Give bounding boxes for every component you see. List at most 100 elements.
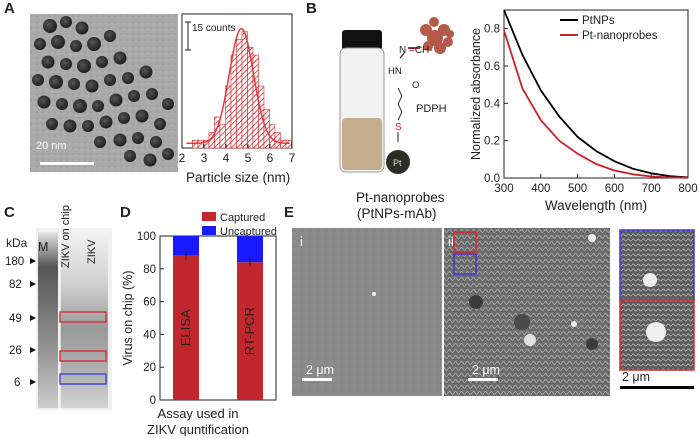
absorbance-ytick-4: 0.8 <box>484 24 500 36</box>
panel-b-letter: B <box>306 0 317 17</box>
lane-samples <box>60 232 108 408</box>
histogram-bar-16 <box>280 139 287 149</box>
sem-label-i: i <box>300 234 303 249</box>
bar-label-0: ELISA <box>178 309 193 346</box>
sem-i-scalebar <box>302 378 332 381</box>
band-box-49 <box>59 311 107 323</box>
histogram-xtick-0: 2 <box>179 151 186 165</box>
tem-micrograph <box>30 14 178 172</box>
lane-marker <box>38 232 58 408</box>
absorbance-xtick-1: 400 <box>531 183 550 195</box>
nanoprobe-caption-2: (PtNPs-mAb) <box>357 206 437 221</box>
absorbance-ytick-3: 0.6 <box>484 61 500 73</box>
lane-label-m: M <box>38 240 49 254</box>
sem-images: i ii 2 μm 2 μm <box>292 228 695 396</box>
capture-xlabel-1: Assay used in <box>158 406 239 421</box>
kda-label: kDa <box>6 236 28 250</box>
histogram-counts-label: 15 counts <box>192 23 235 34</box>
histogram-xtick-1: 3 <box>201 151 208 165</box>
histogram-bar-17 <box>285 139 292 149</box>
bar-captured-1 <box>237 262 263 400</box>
western-blot: 180 82 49 26 6 <box>5 228 112 410</box>
histogram-xtick-2: 4 <box>223 151 230 165</box>
nanoprobe-caption-1: Pt-nanoprobes <box>356 190 445 205</box>
bar-label-1: RT-PCR <box>242 307 257 355</box>
marker-49: 49 <box>9 313 22 325</box>
histogram-xtick-4: 6 <box>267 151 274 165</box>
absorbance-ylabel: Normalized absorbance <box>469 28 483 160</box>
histogram-xtick-3: 5 <box>245 151 252 165</box>
tem-scale-label: 20 nm <box>36 140 67 152</box>
lane-label-zikv: ZIKV <box>86 239 98 264</box>
band-box-6 <box>59 373 107 385</box>
capture-ytick-2: 40 <box>143 329 156 341</box>
bar-captured-0 <box>173 255 199 400</box>
capture-ytick-3: 60 <box>143 297 156 309</box>
legend-captured: Captured <box>220 212 265 224</box>
absorbance-series-1 <box>503 30 689 179</box>
sem-i-scale-label: 2 μm <box>306 363 334 377</box>
vial-cap <box>342 30 382 50</box>
absorbance-xtick-3: 600 <box>605 183 624 195</box>
histogram-bar-6 <box>225 85 232 149</box>
histogram-bar-1 <box>197 139 204 149</box>
histogram-bar-5 <box>219 124 226 149</box>
vial-solution <box>342 118 382 170</box>
marker-26: 26 <box>9 345 22 357</box>
panel-c-letter: C <box>4 204 15 221</box>
size-histogram: 15 counts 2 3 4 5 6 7 <box>179 13 296 165</box>
legend-swatch-captured <box>202 212 216 221</box>
band-box-26 <box>59 350 107 362</box>
histogram-xtick-5: 7 <box>289 151 296 165</box>
capture-ytick-0: 0 <box>150 395 156 407</box>
histogram-bar-9 <box>241 31 248 149</box>
sem-zoom-scale-label: 2 μm <box>622 370 651 384</box>
absorbance-xtick-0: 300 <box>494 183 513 195</box>
histogram-bar-11 <box>252 54 259 149</box>
histogram-bar-8 <box>236 39 243 149</box>
capture-ytick-1: 20 <box>143 362 156 374</box>
sem-ii-scale-label: 2 μm <box>472 363 500 377</box>
histogram-bar-12 <box>258 85 265 149</box>
capture-frame <box>159 235 277 401</box>
marker-6: 6 <box>14 377 20 389</box>
capture-ytick-5: 100 <box>137 231 156 243</box>
sem-ii-scalebar <box>468 378 498 381</box>
sem-label-ii: ii <box>448 234 454 249</box>
absorbance-ytick-0: 0.0 <box>484 173 500 185</box>
sem-ii-red-box <box>453 231 477 253</box>
capture-ylabel: Virus on chip (%) <box>121 271 135 366</box>
capture-ytick-4: 80 <box>143 264 156 276</box>
absorbance-xlabel: Wavelength (nm) <box>545 198 647 213</box>
histogram-bar-0 <box>192 139 199 149</box>
capture-bar-chart: ELISA RT-PCR 0 20 40 60 80 100 Captured Uncapt… <box>121 212 277 436</box>
panel-e-letter: E <box>284 204 295 221</box>
legend-ptnps: PtNPs <box>582 15 615 27</box>
bar-uncaptured-1 <box>237 236 263 263</box>
histogram-bar-15 <box>274 132 281 149</box>
absorbance-series-0 <box>503 9 689 179</box>
pt-nanoprobe-illustration: N =CH- HN O S PDPH Pt <box>339 17 454 174</box>
mol-s: S <box>395 122 402 133</box>
pt-nanoparticle <box>386 150 410 174</box>
mol-hn: HN <box>388 66 402 77</box>
histogram-bar-7 <box>230 54 237 149</box>
bar-uncaptured-0 <box>173 236 199 256</box>
mol-o: O <box>412 80 419 91</box>
mol-pt: Pt <box>393 158 402 168</box>
gaussian-fit-line <box>186 27 290 145</box>
sem-image-ii <box>444 228 610 396</box>
legend-swatch-uncaptured <box>202 226 216 235</box>
mol-pdph: PDPH <box>416 103 447 115</box>
absorbance-xtick-5: 800 <box>678 183 697 195</box>
antibody-icon <box>420 17 454 54</box>
legend-uncaptured: Uncaptured <box>220 226 277 238</box>
absorbance-ytick-1: 0.2 <box>484 136 500 148</box>
sem-image-i <box>292 228 442 396</box>
absorbance-xtick-2: 500 <box>568 183 587 195</box>
marker-180: 180 <box>5 256 24 268</box>
legend-pt-nanoprobes: Pt-nanoprobes <box>582 30 658 42</box>
marker-82: 82 <box>9 279 22 291</box>
absorbance-ytick-2: 0.4 <box>484 98 501 110</box>
